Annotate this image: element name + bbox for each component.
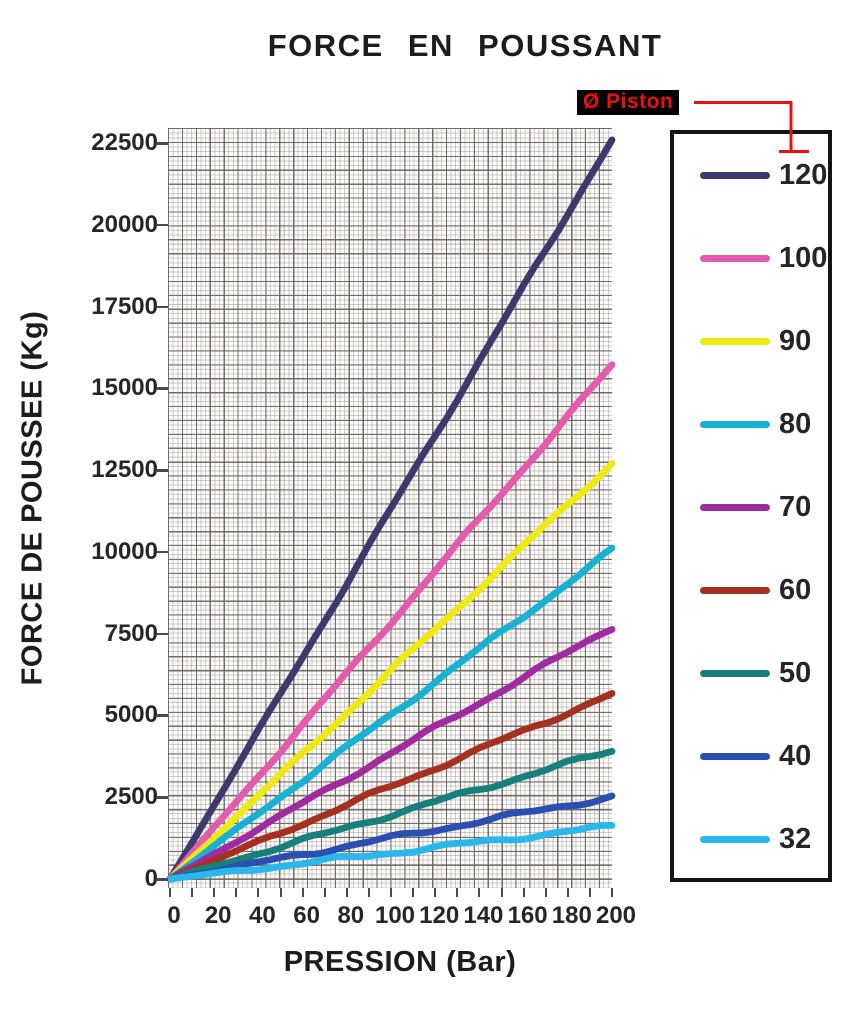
x-tick-mark xyxy=(367,888,370,897)
series-line-60 xyxy=(166,690,616,883)
y-tick-mark xyxy=(156,469,168,472)
legend-swatch-32 xyxy=(700,835,770,843)
legend-item-label: 40 xyxy=(779,740,812,772)
y-tick-mark xyxy=(156,796,168,799)
legend-swatch-60 xyxy=(700,586,770,594)
legend-item-label: 100 xyxy=(779,242,828,274)
y-tick-mark xyxy=(156,387,168,390)
legend-item-90: 90 xyxy=(700,326,828,356)
series-line-100 xyxy=(166,361,616,883)
series-lines-layer xyxy=(166,136,616,883)
x-tick-mark xyxy=(301,888,304,897)
x-tick-mark xyxy=(323,888,326,897)
legend-swatch-40 xyxy=(700,752,770,760)
legend: 120 100 90 80 70 60 50 40 32 xyxy=(670,130,832,882)
y-tick-label: 7500 xyxy=(104,619,158,647)
series-line-32 xyxy=(166,822,616,883)
x-tick-label: 200 xyxy=(595,902,637,929)
legend-item-40: 40 xyxy=(700,741,828,771)
x-tick-mark xyxy=(478,888,481,897)
y-tick-label: 12500 xyxy=(91,456,158,484)
legend-swatch-80 xyxy=(700,420,770,428)
y-tick-label: 15000 xyxy=(91,374,158,402)
y-tick-mark xyxy=(156,142,168,145)
x-tick-mark xyxy=(235,888,238,897)
y-tick-mark xyxy=(156,223,168,227)
chart-title: FORCE EN POUSSANT xyxy=(267,28,663,63)
x-tick-label: 40 xyxy=(249,902,276,929)
x-tick-mark xyxy=(191,888,194,897)
y-tick-mark xyxy=(156,550,168,554)
legend-item-label: 32 xyxy=(779,823,812,855)
x-tick-mark xyxy=(588,888,591,897)
legend-item-label: 60 xyxy=(779,574,812,606)
x-tick-label: 140 xyxy=(463,902,504,929)
legend-item-32: 32 xyxy=(700,824,828,854)
y-tick-label: 5000 xyxy=(104,701,158,729)
series-line-50 xyxy=(166,747,616,883)
y-tick-label: 2500 xyxy=(104,783,158,811)
x-tick-mark xyxy=(279,888,282,897)
x-tick-mark xyxy=(456,888,459,897)
plot-area xyxy=(166,128,616,888)
legend-item-100: 100 xyxy=(700,243,828,273)
y-tick-mark xyxy=(156,632,168,636)
series-line-120 xyxy=(166,136,616,883)
x-tick-label: 20 xyxy=(204,902,232,929)
series-line-70 xyxy=(166,626,616,883)
legend-swatch-50 xyxy=(700,669,770,677)
legend-swatch-120 xyxy=(700,171,770,179)
legend-item-70: 70 xyxy=(700,492,828,522)
x-tick-label: 0 xyxy=(167,902,181,929)
x-tick-label: 120 xyxy=(419,902,460,929)
series-line-90 xyxy=(166,459,616,883)
x-tick-mark xyxy=(500,888,503,897)
x-tick-label: 60 xyxy=(293,902,320,929)
legend-swatch-100 xyxy=(700,254,770,262)
series-line-80 xyxy=(166,544,616,883)
legend-item-label: 120 xyxy=(779,159,828,191)
y-tick-label: 10000 xyxy=(91,537,158,565)
x-tick-mark xyxy=(390,888,392,897)
x-tick-label: 160 xyxy=(507,902,548,929)
legend-swatch-90 xyxy=(700,337,770,345)
x-axis-title: PRESSION (Bar) xyxy=(283,946,517,978)
legend-item-label: 70 xyxy=(779,491,812,523)
x-tick-mark xyxy=(213,888,216,897)
x-tick-mark xyxy=(522,888,525,897)
series-line-40 xyxy=(166,792,616,883)
legend-item-80: 80 xyxy=(700,409,828,439)
y-tick-label: 0 xyxy=(144,865,158,892)
legend-item-60: 60 xyxy=(700,575,828,605)
x-tick-mark xyxy=(169,888,171,897)
x-tick-mark xyxy=(566,888,569,897)
y-axis-title: FORCE DE POUSSEE (Kg) xyxy=(16,310,49,686)
x-tick-mark xyxy=(257,888,260,897)
y-tick-mark xyxy=(156,305,168,309)
x-tick-mark xyxy=(611,888,613,897)
x-tick-mark xyxy=(434,888,437,897)
y-tick-mark xyxy=(156,714,168,717)
x-tick-mark xyxy=(544,888,547,897)
y-tick-label: 22500 xyxy=(91,129,158,156)
piston-diameter-label: Ø Piston xyxy=(577,90,680,115)
legend-item-50: 50 xyxy=(700,658,828,688)
legend-item-label: 90 xyxy=(779,325,812,357)
legend-item-label: 80 xyxy=(779,408,812,440)
x-tick-mark xyxy=(412,888,415,897)
legend-item-120: 120 xyxy=(700,160,828,190)
legend-swatch-70 xyxy=(700,503,770,511)
x-tick-mark xyxy=(345,888,348,897)
legend-item-label: 50 xyxy=(779,657,812,689)
x-tick-label: 180 xyxy=(551,902,592,929)
x-tick-label: 100 xyxy=(374,902,416,929)
x-tick-label: 80 xyxy=(337,902,365,929)
y-tick-mark xyxy=(156,878,168,881)
y-tick-label: 17500 xyxy=(91,292,158,320)
y-tick-label: 20000 xyxy=(91,210,158,238)
